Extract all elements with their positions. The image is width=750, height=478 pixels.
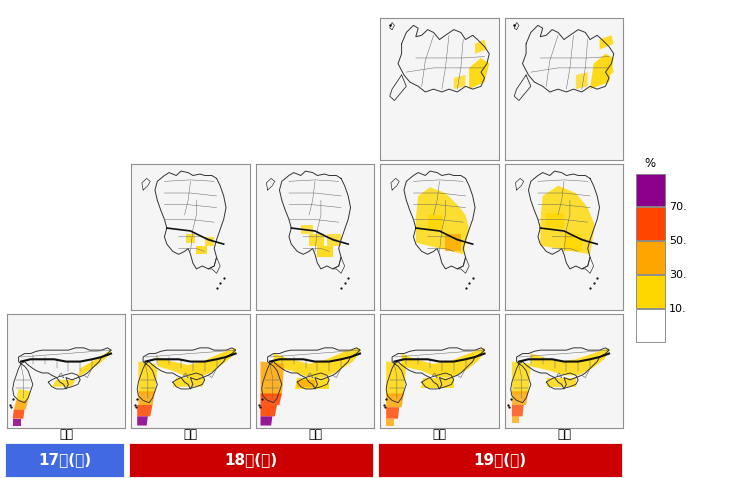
- Polygon shape: [295, 378, 329, 389]
- Polygon shape: [301, 225, 313, 234]
- Text: 夜間: 夜間: [59, 428, 73, 442]
- Polygon shape: [260, 393, 282, 405]
- Polygon shape: [564, 234, 582, 251]
- Polygon shape: [469, 58, 489, 89]
- Polygon shape: [137, 405, 152, 416]
- Polygon shape: [52, 380, 76, 387]
- Polygon shape: [546, 214, 564, 228]
- Polygon shape: [16, 389, 31, 401]
- Text: 19日(月): 19日(月): [474, 453, 526, 467]
- Polygon shape: [531, 348, 609, 375]
- Text: 日中: 日中: [184, 428, 197, 442]
- Polygon shape: [427, 215, 442, 229]
- Polygon shape: [548, 378, 576, 387]
- Text: 日中: 日中: [433, 428, 446, 442]
- Polygon shape: [260, 405, 277, 416]
- Polygon shape: [274, 348, 360, 378]
- Polygon shape: [13, 410, 25, 419]
- Polygon shape: [196, 246, 207, 254]
- Polygon shape: [13, 419, 21, 425]
- Polygon shape: [137, 416, 148, 425]
- Polygon shape: [309, 234, 325, 246]
- Polygon shape: [158, 348, 236, 378]
- Polygon shape: [327, 234, 341, 246]
- Text: 50.: 50.: [669, 236, 687, 246]
- Polygon shape: [446, 234, 460, 251]
- Text: 夜間: 夜間: [557, 428, 571, 442]
- Polygon shape: [512, 361, 531, 393]
- Text: 夜間: 夜間: [308, 428, 322, 442]
- Polygon shape: [297, 380, 315, 387]
- Polygon shape: [138, 391, 155, 405]
- Polygon shape: [421, 378, 454, 388]
- Text: 10.: 10.: [669, 304, 687, 314]
- Polygon shape: [590, 54, 613, 89]
- Polygon shape: [454, 75, 466, 89]
- Polygon shape: [604, 61, 613, 78]
- Text: 18日(日): 18日(日): [225, 453, 278, 467]
- Polygon shape: [386, 419, 394, 425]
- Polygon shape: [317, 246, 333, 257]
- Text: 70.: 70.: [669, 202, 687, 212]
- Polygon shape: [260, 361, 284, 396]
- Polygon shape: [78, 350, 111, 378]
- Polygon shape: [260, 416, 272, 425]
- Polygon shape: [416, 187, 469, 254]
- Polygon shape: [172, 378, 205, 387]
- Polygon shape: [138, 361, 158, 393]
- Polygon shape: [512, 416, 519, 423]
- Polygon shape: [599, 35, 613, 49]
- Polygon shape: [512, 391, 529, 405]
- Polygon shape: [186, 234, 195, 243]
- Text: %: %: [645, 157, 656, 170]
- Polygon shape: [475, 40, 487, 54]
- Polygon shape: [13, 401, 28, 410]
- Polygon shape: [205, 237, 214, 246]
- Polygon shape: [576, 72, 588, 89]
- Polygon shape: [401, 348, 484, 378]
- Polygon shape: [512, 405, 524, 416]
- Polygon shape: [386, 407, 399, 419]
- Polygon shape: [386, 393, 404, 407]
- Text: 30.: 30.: [669, 270, 687, 280]
- Text: 17日(土): 17日(土): [38, 453, 91, 467]
- Polygon shape: [540, 186, 595, 254]
- Polygon shape: [386, 361, 406, 396]
